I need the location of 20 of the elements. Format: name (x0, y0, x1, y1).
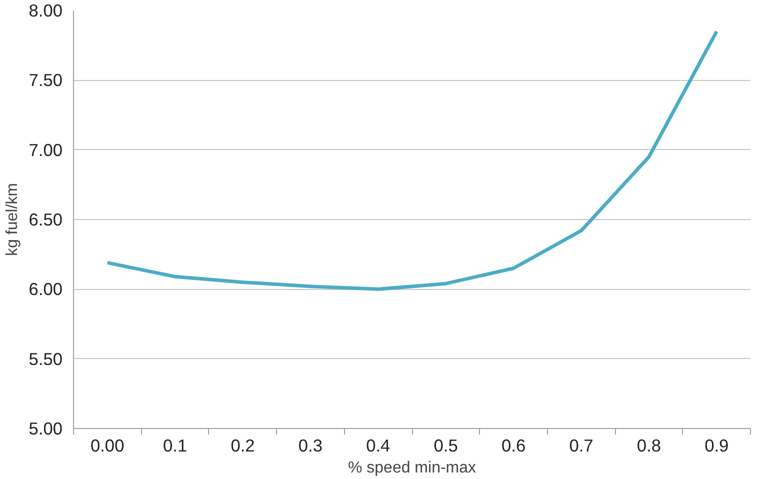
x-tick-label: 0.8 (636, 436, 661, 456)
x-axis-title: % speed min-max (348, 460, 476, 476)
y-tick-label: 5.00 (28, 418, 63, 438)
x-tick-label: 0.3 (298, 436, 322, 456)
x-tick-label: 0.1 (163, 436, 188, 456)
y-tick-label: 7.50 (28, 70, 63, 90)
x-tick-label: 0.00 (90, 436, 124, 456)
x-tick-label: 0.2 (230, 436, 255, 456)
y-tick-label: 8.00 (28, 0, 63, 20)
x-tick-label: 0.9 (704, 436, 729, 456)
y-axis-title: kg fuel/km (4, 183, 21, 256)
y-tick-label: 5.50 (28, 348, 63, 369)
y-tick-label: 6.00 (28, 279, 63, 300)
y-tick-label: 7.00 (28, 140, 63, 160)
x-tick-label: 0.4 (366, 436, 391, 456)
y-tick-label: 6.50 (28, 210, 63, 230)
line-series (106, 30, 718, 291)
x-tick-label: 0.5 (434, 436, 458, 456)
x-tick-label: 0.6 (502, 436, 526, 456)
x-tick-label: 0.7 (569, 436, 594, 456)
